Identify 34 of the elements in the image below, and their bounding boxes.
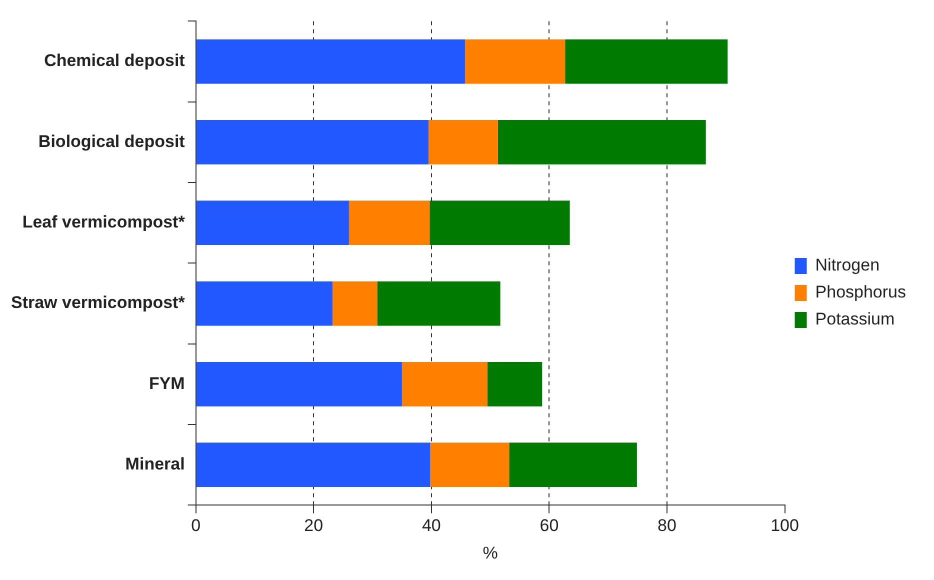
bar — [348, 200, 430, 246]
bar — [402, 362, 488, 406]
bar — [498, 120, 706, 164]
bar — [196, 281, 332, 326]
bar — [332, 281, 378, 326]
x-tick-label: 80 — [658, 516, 676, 536]
x-tick-label: 0 — [191, 516, 201, 536]
legend-label: Nitrogen — [815, 256, 880, 275]
bar — [430, 200, 570, 246]
x-axis-title: % — [482, 543, 498, 562]
bar — [428, 120, 498, 164]
y-tick-label: FYM — [148, 374, 185, 393]
x-tick-label: 60 — [540, 516, 559, 536]
y-tick-label: Biological deposit — [38, 132, 186, 151]
x-tick-label: 100 — [770, 516, 799, 536]
bar — [196, 120, 428, 164]
bar — [430, 442, 510, 488]
legend-label: Phosphorus — [815, 282, 906, 302]
legend-label: Potassium — [815, 310, 895, 329]
y-tick-label: Chemical deposit — [44, 51, 186, 70]
bar — [196, 442, 430, 488]
bar — [196, 362, 402, 406]
bar — [487, 362, 542, 406]
bar — [565, 39, 728, 84]
bar — [509, 442, 637, 488]
bar — [196, 39, 465, 84]
x-tick-label: 20 — [304, 516, 324, 536]
y-tick-label: Straw vermicompost* — [10, 293, 186, 312]
bar — [377, 281, 500, 326]
y-tick-label: Mineral — [125, 454, 185, 474]
bar — [196, 200, 349, 246]
bar — [464, 39, 566, 84]
x-tick-label: 40 — [422, 516, 441, 536]
y-tick-label: Leaf vermicompost* — [22, 212, 186, 232]
